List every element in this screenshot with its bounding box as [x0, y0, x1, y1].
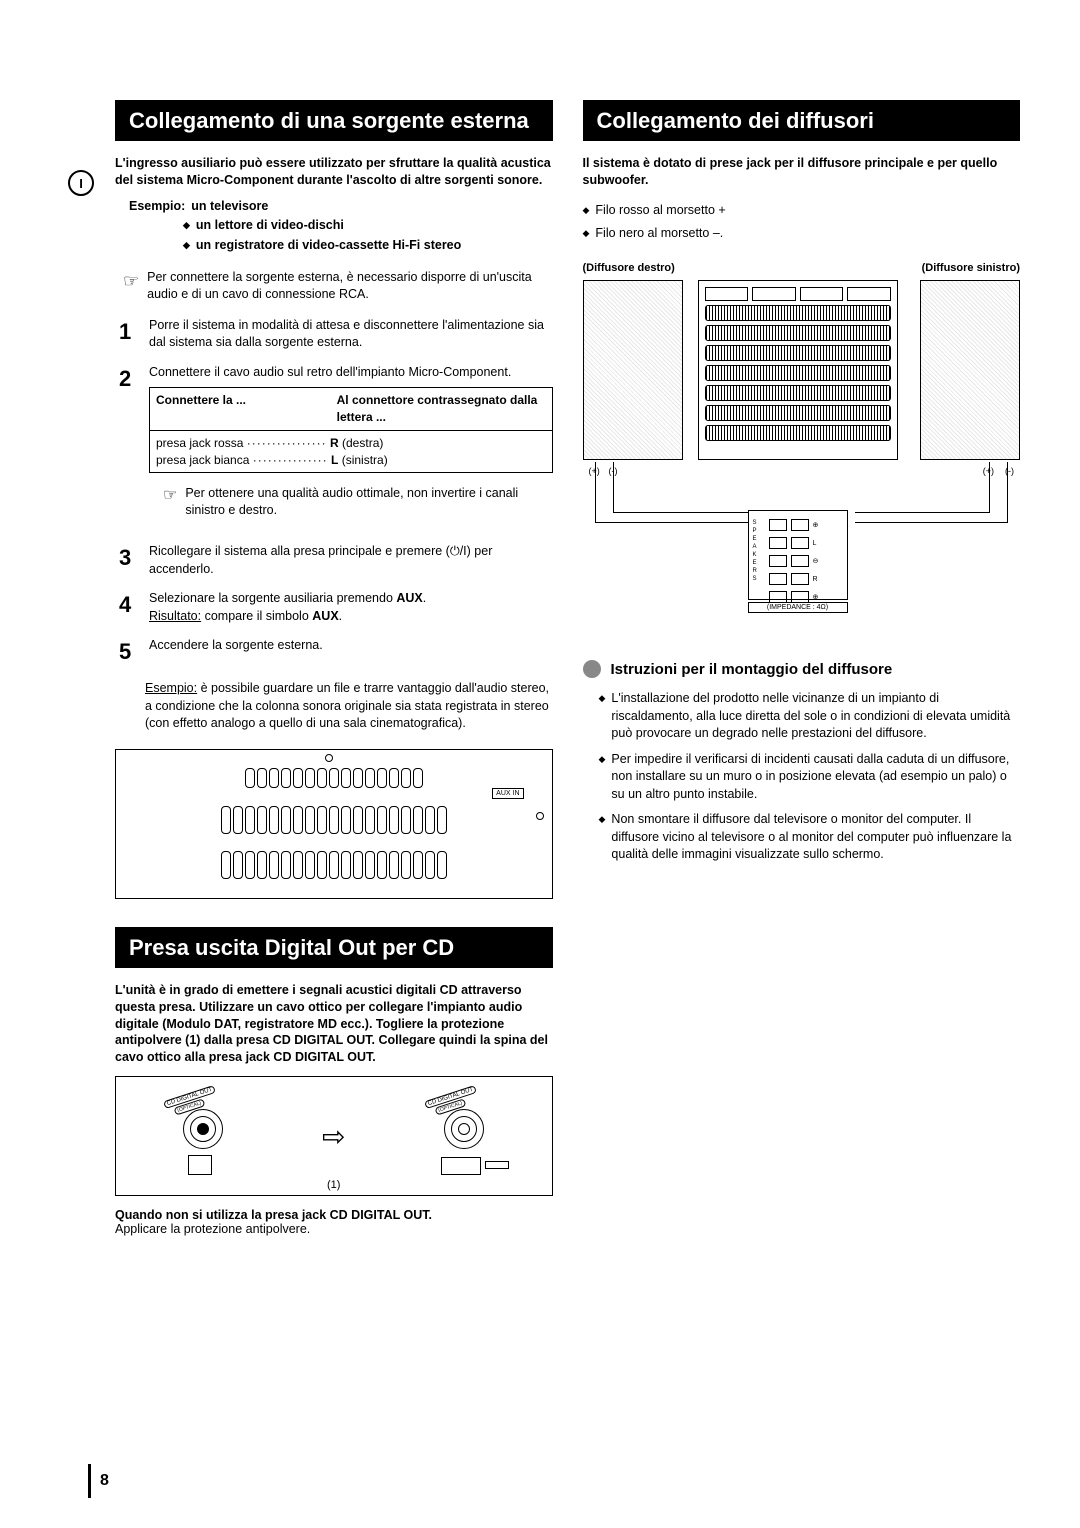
step-number: 3 — [119, 543, 139, 578]
step-number: 4 — [119, 590, 139, 625]
wire-item: Filo rosso al morsetto + — [583, 199, 1021, 222]
example-label: Esempio: — [129, 199, 185, 213]
table-cell: R — [330, 436, 339, 450]
note-text: Per connettere la sorgente esterna, è ne… — [147, 269, 552, 303]
subnote-text: Per ottenere una qualità audio ottimale,… — [185, 485, 552, 519]
example-item: un televisore — [191, 199, 268, 213]
intro-text: L'unità è in grado di emettere i segnali… — [115, 982, 553, 1066]
connection-table: Connettere la ... Al connettore contrass… — [149, 387, 553, 473]
speaker-right-box — [583, 280, 683, 460]
table-cell: presa jack rossa — [156, 436, 243, 450]
step-number: 1 — [119, 317, 139, 352]
aux-in-label: AUX IN — [492, 788, 523, 799]
impedance-label: (IMPEDANCE : 4Ω) — [748, 602, 848, 613]
example-item: un lettore di video-dischi — [183, 215, 553, 235]
optical-port-icon: CD DIGITAL OUT (OPTICAL) — [429, 1101, 499, 1171]
optical-port-icon: CD DIGITAL OUT (OPTICAL) — [168, 1101, 238, 1171]
table-cell: L — [331, 453, 338, 467]
step-text: Accendere la sorgente esterna. — [149, 637, 553, 668]
subsection-title: Istruzioni per il montaggio del diffusor… — [611, 661, 893, 678]
intro-text: Il sistema è dotato di prese jack per il… — [583, 155, 1021, 189]
bullet-text: L'installazione del prodotto nelle vicin… — [611, 690, 1020, 743]
step-text: Ricollegare il sistema alla presa princi… — [149, 543, 553, 578]
bullet-icon — [583, 660, 601, 678]
digital-out-diagram: CD DIGITAL OUT (OPTICAL) ⇨ CD DIGITAL OU… — [115, 1076, 553, 1196]
section-title-speakers: Collegamento dei diffusori — [583, 100, 1021, 141]
step-number: 2 — [119, 364, 139, 531]
table-cell: (sinistra) — [342, 453, 388, 467]
intro-text: L'ingresso ausiliario può essere utilizz… — [115, 155, 553, 189]
footer-text: Applicare la protezione antipolvere. — [115, 1222, 553, 1236]
section-title-digital-out: Presa uscita Digital Out per CD — [115, 927, 553, 968]
bullet-text: Non smontare il diffusore dal televisore… — [611, 811, 1020, 864]
section-title-external-source: Collegamento di una sorgente esterna — [115, 100, 553, 141]
table-header: Al connettore contrassegnato dalla lette… — [331, 388, 552, 431]
page-number: 8 — [100, 1472, 109, 1490]
wire-item: Filo nero al morsetto –. — [583, 222, 1021, 245]
arrow-icon: ☞ — [123, 269, 139, 303]
speaker-label-left: (Diffusore sinistro) — [922, 262, 1020, 274]
language-badge: I — [68, 170, 94, 196]
step-text: Porre il sistema in modalità di attesa e… — [149, 317, 553, 352]
footer-bold: Quando non si utilizza la presa jack CD … — [115, 1208, 553, 1222]
speaker-label-right: (Diffusore destro) — [583, 262, 675, 274]
speaker-left-box — [920, 280, 1020, 460]
table-header: Connettere la ... — [150, 388, 331, 431]
example-item: un registratore di video-cassette Hi-Fi … — [183, 235, 553, 255]
arrow-icon: ⇨ — [322, 1120, 345, 1153]
terminal-block: S P E A K E R S ⊕ L ⊖ R ⊕ — [748, 510, 848, 600]
table-cell: (destra) — [342, 436, 383, 450]
aux-diagram: AUX IN — [115, 749, 553, 899]
figure-number: (1) — [327, 1179, 340, 1191]
bullet-text: Per impedire il verificarsi di incidenti… — [611, 751, 1020, 804]
example-paragraph: Esempio: è possibile guardare un file e … — [119, 680, 553, 733]
step-text: Connettere il cavo audio sul retro dell'… — [149, 364, 553, 382]
step-text: Selezionare la sorgente ausiliaria preme… — [149, 590, 553, 625]
table-cell: presa jack bianca — [156, 453, 249, 467]
main-unit-rear — [698, 280, 898, 460]
speaker-diagram: (+) (-) (+) (-) S P E A K E R — [583, 280, 1021, 630]
step-number: 5 — [119, 637, 139, 668]
arrow-icon: ☞ — [163, 485, 177, 519]
